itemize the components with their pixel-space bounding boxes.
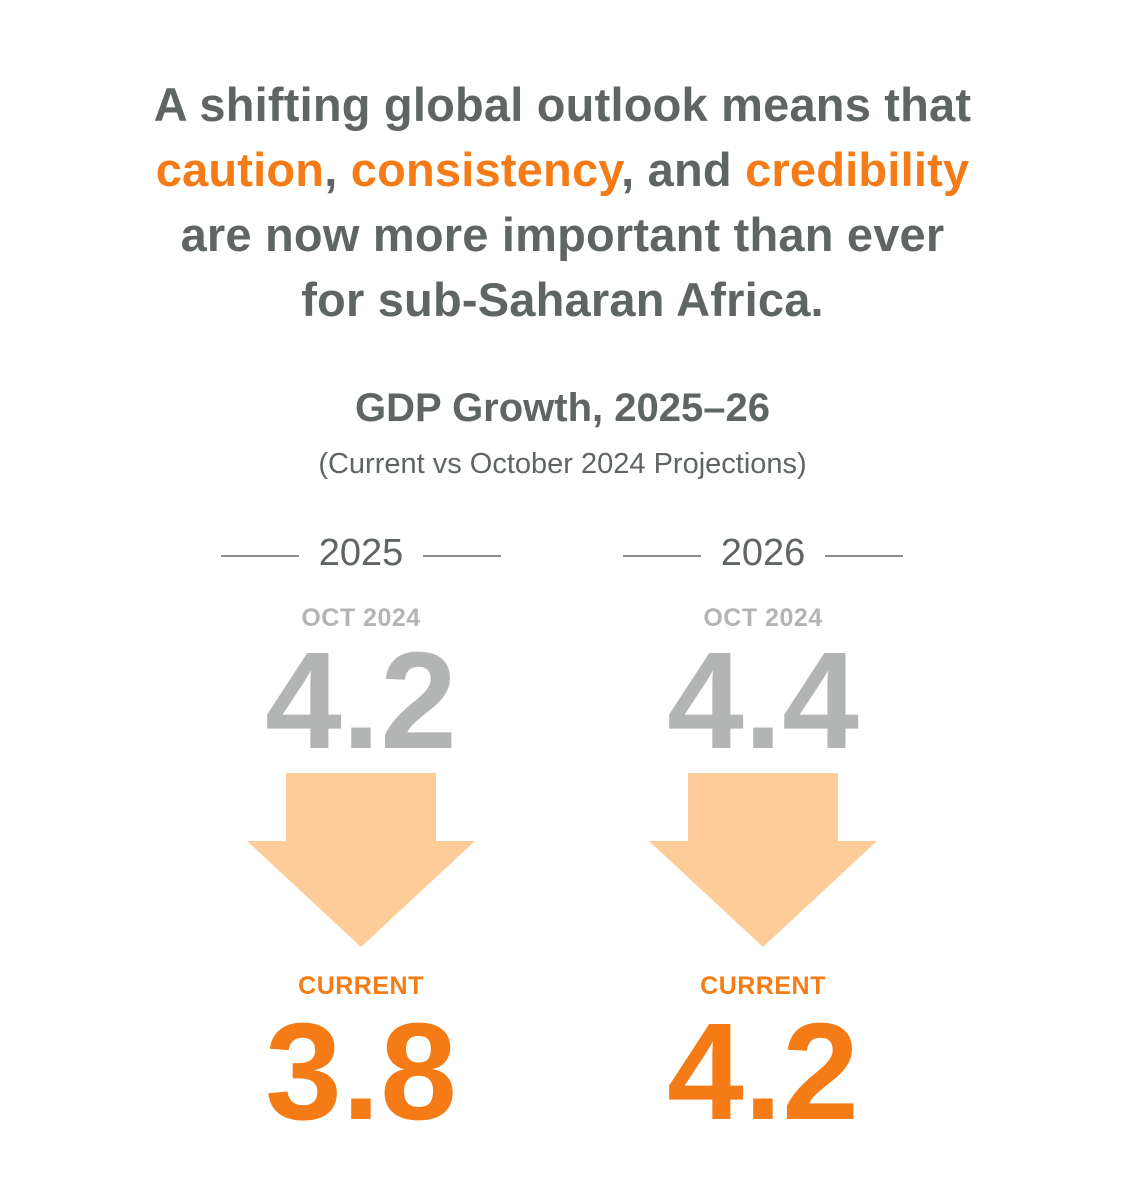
year-label: 2026 [720,532,806,574]
prior-projection-value: 4.4 [667,624,859,778]
headline-separator-2: , and [621,143,746,196]
down-arrow-icon [247,773,475,947]
headline: A shifting global outlook means that cau… [0,72,1125,332]
headline-line-2: caution, consistency, and credibility [0,137,1125,202]
headline-separator-1: , [324,143,351,196]
year-rule-left [623,555,701,557]
year-label: 2025 [318,532,404,574]
headline-line-4: for sub-Saharan Africa. [301,273,824,326]
headline-line-3: are now more important than ever [180,208,945,261]
year-rule-left [221,555,299,557]
headline-line-1: A shifting global outlook means that [153,78,972,131]
chart-title: GDP Growth, 2025–26 [355,386,770,430]
current-projection-value: 3.8 [265,995,457,1149]
highlight-credibility: credibility [745,143,970,196]
prior-projection-value: 4.2 [265,624,457,778]
year-header: 2025 [161,528,561,574]
year-rule-right [423,555,501,557]
highlight-consistency: consistency [350,143,622,196]
current-projection-label: CURRENT [700,972,826,1000]
current-projection-label: CURRENT [298,972,424,1000]
year-rule-right [825,555,903,557]
highlight-caution: caution [155,143,325,196]
prior-projection-label: OCT 2024 [703,604,823,632]
prior-projection-label: OCT 2024 [301,604,421,632]
chart-subtitle: (Current vs October 2024 Projections) [318,448,807,480]
year-header: 2026 [563,528,963,574]
current-projection-value: 4.2 [667,995,859,1149]
down-arrow-icon [649,773,877,947]
